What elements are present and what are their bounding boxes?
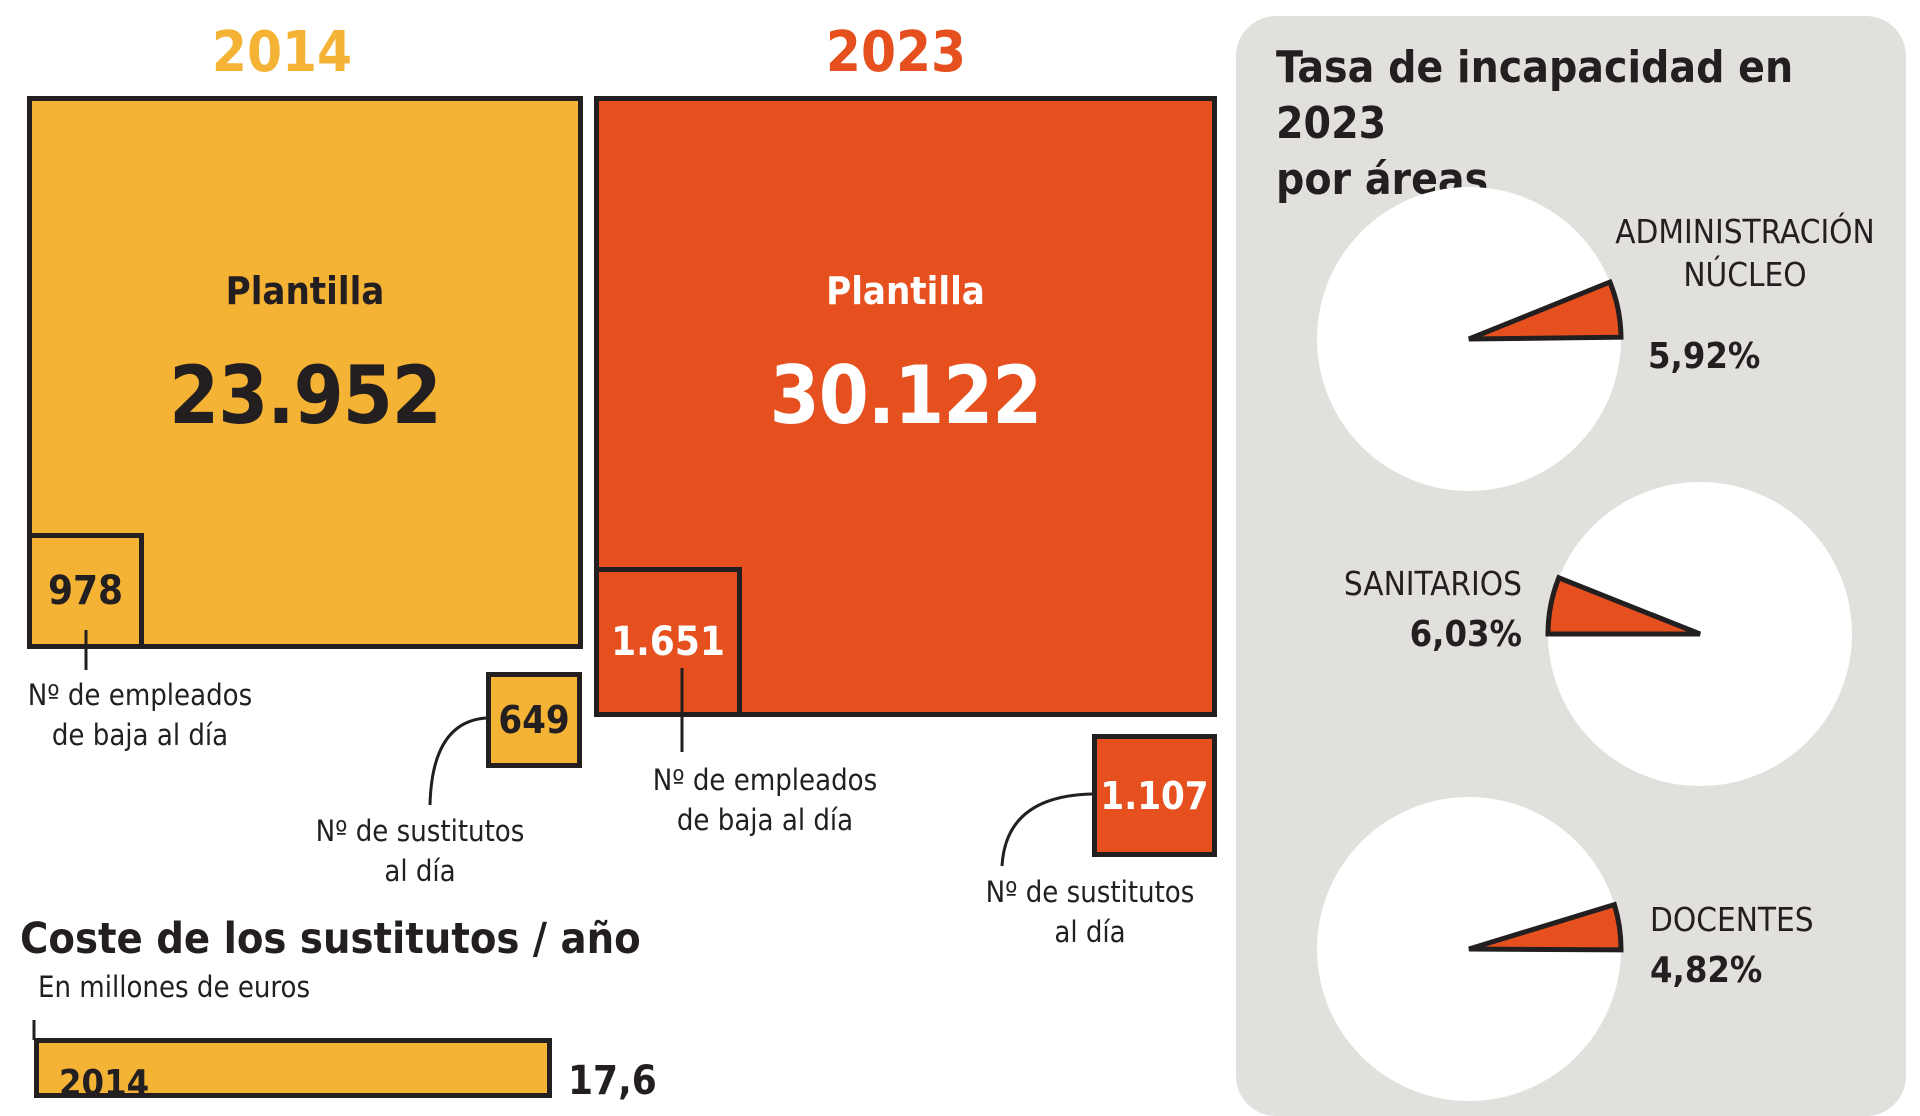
connector-lines [32,630,1093,1040]
area-label-administracion-line1: ADMINISTRACIÓN [1615,212,1875,251]
plantilla-2023-box: Plantilla 30.122 [594,96,1217,717]
baja-2014-note-line2: de baja al día [51,718,229,752]
baja-2023-note-line1: Nº de empleados [652,763,878,797]
plantilla-2023-label: Plantilla [826,269,985,313]
pie-slice-docentes [1468,901,1624,953]
plantilla-2014-label: Plantilla [225,269,385,313]
area-value-sanitarios: 6,03% [1409,614,1522,655]
baja-2023-note: Nº de empleados de baja al día [620,760,910,840]
area-label-docentes: DOCENTES [1650,900,1814,939]
baja-2014-note-line1: Nº de empleados [27,678,253,712]
sustitutos-2014-connector [428,716,487,806]
year-2014-title: 2014 [211,20,353,85]
sustitutos-2023-note-line2: al día [1054,915,1126,949]
sustitutos-2014-note-line2: al día [384,854,456,888]
baja-2023-note-line2: de baja al día [676,803,854,837]
area-label-sanitarios: SANITARIOS [1343,564,1522,603]
plantilla-2023-value: 30.122 [769,349,1043,442]
year-2023-title: 2023 [825,20,967,85]
coste-subtitle: En millones de euros [38,970,311,1004]
sustitutos-2023-box: 1.107 [1092,734,1217,857]
incapacidad-title: Tasa de incapacidad en 2023 por áreas [1276,40,1876,208]
area-value-docentes: 4,82% [1650,950,1763,991]
area-label-administracion-line2: NÚCLEO [1683,255,1807,294]
plantilla-2014-value: 23.952 [169,349,442,442]
area-label-administracion: ADMINISTRACIÓN NÚCLEO [1600,210,1890,296]
sustitutos-2014-note: Nº de sustitutos al día [280,811,560,891]
coste-title: Coste de los sustitutos / año [20,914,641,964]
baja-2014-note: Nº de empleados de baja al día [0,675,280,755]
sustitutos-2023-connector [1000,792,1093,867]
sustitutos-2023-note: Nº de sustitutos al día [950,872,1230,952]
pie-slice-sanitarios [1545,574,1701,637]
area-value-administracion: 5,92% [1648,336,1761,377]
sustitutos-2014-box: 649 [486,672,582,768]
baja-2023-box: 1.651 [594,567,742,717]
incapacidad-title-line1: Tasa de incapacidad en 2023 [1276,42,1794,149]
incapacidad-pies [1317,187,1852,1101]
sustitutos-2023-note-line1: Nº de sustitutos [985,875,1195,909]
sustitutos-2014-note-line1: Nº de sustitutos [315,814,525,848]
pie-slice-administracion [1468,278,1624,342]
plantilla-2014-box: Plantilla 23.952 [27,96,583,649]
